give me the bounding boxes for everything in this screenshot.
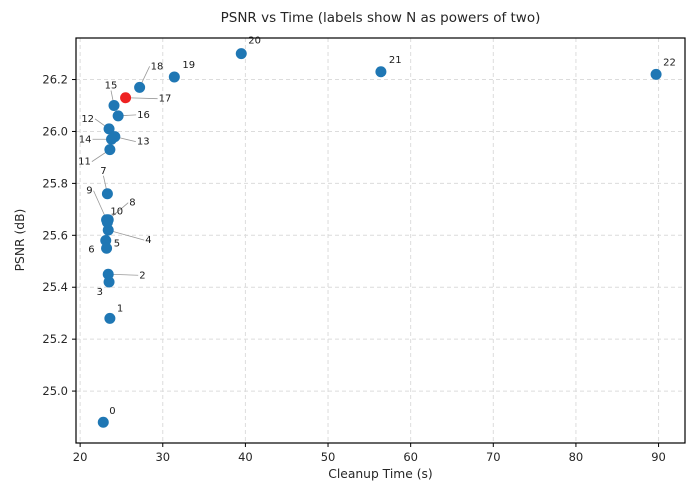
data-point-label-16: 16: [137, 110, 150, 121]
data-point-label-13: 13: [137, 137, 150, 148]
x-tick-label: 30: [155, 450, 170, 464]
data-point-label-12: 12: [81, 114, 94, 125]
data-point-16: [112, 110, 124, 122]
data-point-label-4: 4: [145, 235, 151, 246]
x-tick-label: 90: [651, 450, 666, 464]
data-point-label-5: 5: [114, 239, 120, 250]
x-tick-label: 20: [73, 450, 88, 464]
data-point-12: [103, 123, 115, 135]
data-point-label-11: 11: [78, 157, 91, 168]
plot-border: [75, 37, 686, 444]
y-tick-label: 25.4: [42, 280, 68, 294]
data-point-10: [101, 216, 113, 228]
x-tick-label: 60: [403, 450, 418, 464]
data-point-label-6: 6: [88, 244, 94, 255]
data-point-3: [103, 276, 115, 288]
data-point-label-22: 22: [663, 57, 676, 68]
y-tick-label: 25.0: [42, 384, 68, 398]
data-point-label-2: 2: [139, 270, 145, 281]
data-point-20: [235, 48, 247, 60]
data-point-17: [120, 92, 132, 104]
x-tick-label: 70: [486, 450, 501, 464]
data-point-11: [104, 144, 116, 156]
y-tick-label: 25.2: [42, 332, 68, 346]
y-tick-label: 25.6: [42, 228, 68, 242]
data-point-label-18: 18: [151, 61, 164, 72]
data-point-label-1: 1: [117, 303, 123, 314]
data-point-label-21: 21: [389, 55, 402, 66]
data-point-22: [650, 68, 662, 80]
data-point-label-7: 7: [100, 166, 106, 177]
y-tick-label: 26.0: [42, 124, 68, 138]
data-point-label-19: 19: [182, 60, 195, 71]
data-point-label-14: 14: [79, 134, 92, 145]
y-axis-label: PSNR (dB): [13, 208, 27, 272]
data-point-label-0: 0: [109, 406, 115, 417]
data-point-7: [101, 188, 113, 200]
data-point-label-15: 15: [105, 81, 118, 92]
chart-title: PSNR vs Time (labels show N as powers of…: [220, 10, 541, 26]
data-point-0: [97, 416, 109, 428]
x-tick-label: 40: [238, 450, 253, 464]
data-point-label-10: 10: [110, 206, 123, 217]
y-tick-label: 25.8: [42, 176, 68, 190]
annotation-leader-line: [108, 229, 145, 241]
x-axis-label: Cleanup Time (s): [328, 467, 433, 481]
data-point-21: [375, 66, 387, 78]
x-tick-label: 50: [321, 450, 336, 464]
data-point-14: [106, 133, 118, 145]
data-point-label-20: 20: [248, 36, 261, 47]
data-point-1: [104, 312, 116, 324]
data-point-18: [134, 81, 146, 93]
data-point-15: [108, 100, 120, 111]
data-point-label-9: 9: [86, 186, 92, 197]
data-point-label-3: 3: [97, 287, 103, 298]
data-point-19: [168, 71, 180, 83]
data-point-6: [101, 242, 113, 254]
y-tick-label: 26.2: [42, 73, 68, 87]
data-point-label-8: 8: [129, 198, 135, 209]
x-tick-label: 80: [569, 450, 584, 464]
data-point-label-17: 17: [159, 94, 172, 105]
